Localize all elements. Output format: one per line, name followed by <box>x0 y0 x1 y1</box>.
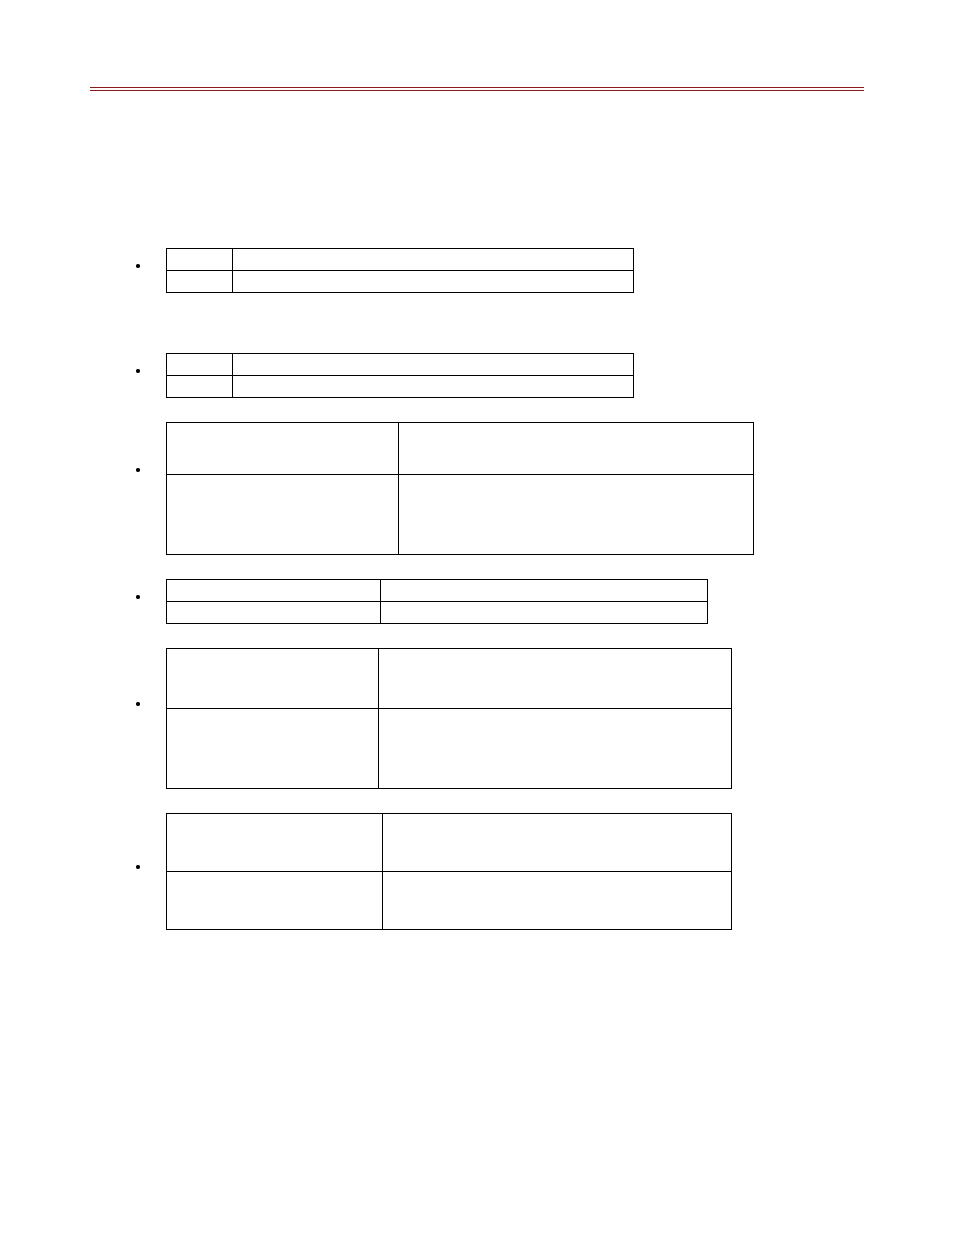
cell <box>232 354 633 376</box>
table-row <box>167 271 634 293</box>
bullet-item <box>150 353 864 398</box>
cell <box>382 872 731 930</box>
table-row <box>167 709 732 789</box>
table-row <box>167 376 634 398</box>
table-e <box>166 648 732 789</box>
bullet-list <box>90 248 864 930</box>
cell <box>378 649 731 709</box>
page <box>0 0 954 1235</box>
cell <box>167 709 379 789</box>
bullet-item <box>150 248 864 329</box>
table-row <box>167 602 708 624</box>
table-row <box>167 423 754 475</box>
table-row <box>167 814 732 872</box>
cell <box>167 354 233 376</box>
cell <box>167 271 233 293</box>
table-row <box>167 872 732 930</box>
table-row <box>167 475 754 555</box>
table-c <box>166 422 754 555</box>
table-row <box>167 649 732 709</box>
bullet-item <box>150 579 864 624</box>
cell <box>380 602 707 624</box>
table-f <box>166 813 732 930</box>
table-row <box>167 249 634 271</box>
table-a <box>166 248 634 293</box>
cell <box>380 580 707 602</box>
cell <box>398 423 753 475</box>
content-area <box>90 120 864 954</box>
cell <box>167 475 399 555</box>
table-b <box>166 353 634 398</box>
cell <box>382 814 731 872</box>
cell <box>167 602 381 624</box>
table-row <box>167 580 708 602</box>
cell <box>378 709 731 789</box>
cell <box>167 649 379 709</box>
table-row <box>167 354 634 376</box>
cell <box>167 872 383 930</box>
spacer <box>90 120 864 240</box>
table-d <box>166 579 708 624</box>
header-rule <box>90 87 864 91</box>
bullet-item <box>150 422 864 555</box>
cell <box>167 814 383 872</box>
cell <box>232 249 633 271</box>
cell <box>398 475 753 555</box>
cell <box>232 271 633 293</box>
cell <box>167 580 381 602</box>
cell <box>167 423 399 475</box>
cell <box>232 376 633 398</box>
cell <box>167 376 233 398</box>
cell <box>167 249 233 271</box>
bullet-item <box>150 648 864 789</box>
spacer <box>156 293 864 329</box>
bullet-item <box>150 813 864 930</box>
